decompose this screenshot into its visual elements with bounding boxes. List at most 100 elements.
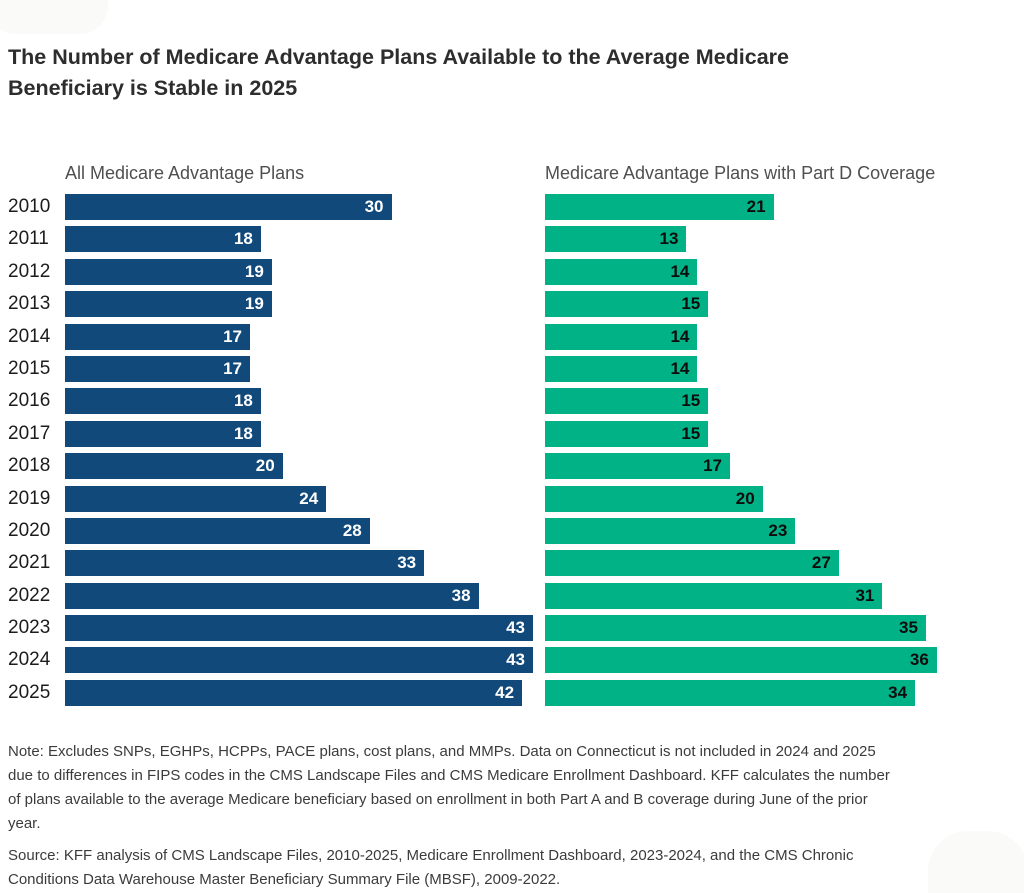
chart-row: 2023 43 35 [8, 615, 1024, 642]
corner-watermark-top-left [0, 0, 108, 34]
bar-value-label: 43 [506, 650, 525, 670]
bar-track-partd: 14 [545, 258, 1013, 285]
bar-track-all-plans: 30 [65, 194, 533, 220]
year-label: 2019 [8, 487, 51, 509]
bar-value-label: 15 [681, 423, 701, 443]
bar-value-label: 14 [670, 261, 690, 281]
bar-partd-coverage: 15 [545, 291, 709, 318]
bar-track-partd: 13 [545, 226, 1013, 253]
bar-all-plans: 43 [65, 615, 533, 642]
chart-row: 2017 18 15 [8, 420, 1024, 447]
bar-track-partd: 34 [545, 679, 1013, 706]
bar-value-label: 19 [244, 261, 264, 281]
bar-value-label: 20 [735, 488, 755, 508]
bar-value-label: 23 [768, 520, 788, 540]
bar-partd-coverage: 27 [545, 550, 839, 577]
chart-row: 2021 33 27 [8, 550, 1024, 577]
bar-value-label: 27 [811, 553, 831, 573]
year-label: 2018 [8, 455, 51, 477]
bar-value-label: 18 [233, 229, 253, 249]
bar-track-all-plans: 20 [65, 453, 533, 480]
bar-all-plans: 17 [65, 355, 250, 382]
bar-track-partd: 27 [545, 550, 1013, 577]
bar-all-plans: 33 [65, 550, 425, 577]
bar-all-plans: 20 [65, 453, 283, 480]
bar-track-all-plans: 33 [65, 550, 533, 577]
right-panel-header: Medicare Advantage Plans with Part D Cov… [545, 163, 936, 183]
year-label: 2021 [8, 552, 51, 574]
bar-value-label: 30 [364, 197, 384, 216]
bar-all-plans: 18 [65, 388, 261, 415]
bar-track-all-plans: 19 [65, 258, 533, 285]
chart-row: 2022 38 31 [8, 582, 1024, 609]
bar-all-plans: 18 [65, 226, 261, 253]
bar-track-all-plans: 18 [65, 388, 533, 415]
year-label: 2023 [8, 617, 51, 639]
bar-track-partd: 15 [545, 388, 1013, 415]
bar-all-plans: 43 [65, 647, 533, 674]
bar-value-label: 42 [495, 682, 515, 702]
chart-row: 2013 19 15 [8, 291, 1024, 318]
bar-value-label: 14 [670, 358, 690, 378]
bar-all-plans: 28 [65, 517, 370, 544]
bar-track-all-plans: 18 [65, 420, 533, 447]
source-text: Source: KFF analysis of CMS Landscape Fi… [8, 846, 854, 888]
bar-value-label: 36 [909, 650, 929, 670]
bar-track-partd: 15 [545, 420, 1013, 447]
bar-partd-coverage: 23 [545, 517, 796, 544]
bar-all-plans: 30 [65, 194, 392, 220]
year-label: 2012 [8, 260, 51, 282]
chart-row: 2024 43 36 [8, 647, 1024, 674]
chart-title: The Number of Medicare Advantage Plans A… [8, 45, 790, 100]
bar-value-label: 17 [703, 456, 722, 476]
panel-headers: All Medicare Advantage Plans Medicare Ad… [8, 162, 1024, 184]
year-label: 2022 [8, 584, 51, 606]
year-label: 2015 [8, 357, 51, 379]
year-label: 2020 [8, 519, 51, 541]
chart-row: 2025 42 34 [8, 679, 1024, 706]
bar-track-partd: 15 [545, 291, 1013, 318]
bar-value-label: 15 [681, 391, 701, 411]
chart-row: 2010 30 21 [8, 194, 1024, 220]
bar-value-label: 15 [681, 294, 701, 314]
bar-partd-coverage: 20 [545, 485, 763, 512]
bar-partd-coverage: 14 [545, 258, 698, 285]
bar-track-all-plans: 38 [65, 582, 533, 609]
chart-row: 2015 17 14 [8, 355, 1024, 382]
year-label: 2017 [8, 422, 51, 444]
bar-track-partd: 23 [545, 517, 1013, 544]
bar-all-plans: 38 [65, 582, 479, 609]
bar-value-label: 34 [888, 682, 908, 702]
bar-value-label: 17 [223, 326, 242, 346]
corner-watermark-bottom-right [928, 831, 1024, 893]
year-label: 2014 [8, 325, 51, 347]
left-panel-header: All Medicare Advantage Plans [65, 163, 305, 183]
bar-all-plans: 24 [65, 485, 327, 512]
bar-partd-coverage: 14 [545, 355, 698, 382]
chart-row: 2019 24 20 [8, 485, 1024, 512]
bar-track-all-plans: 17 [65, 323, 533, 350]
year-label: 2024 [8, 649, 51, 671]
bar-partd-coverage: 31 [545, 582, 883, 609]
bar-value-label: 20 [255, 456, 275, 476]
bar-track-partd: 35 [545, 615, 1013, 642]
bar-partd-coverage: 35 [545, 615, 926, 642]
bar-partd-coverage: 21 [545, 194, 774, 220]
bar-track-partd: 20 [545, 485, 1013, 512]
bar-value-label: 35 [899, 618, 918, 638]
bar-track-all-plans: 43 [65, 615, 533, 642]
bar-value-label: 21 [746, 197, 766, 216]
bar-partd-coverage: 15 [545, 420, 709, 447]
chart-row: 2016 18 15 [8, 388, 1024, 415]
bar-value-label: 43 [506, 618, 525, 638]
bar-partd-coverage: 36 [545, 647, 937, 674]
bar-value-label: 17 [223, 358, 242, 378]
chart-row: 2018 20 17 [8, 453, 1024, 480]
year-label: 2010 [8, 196, 51, 217]
bar-value-label: 31 [855, 585, 875, 605]
bar-track-all-plans: 18 [65, 226, 533, 253]
year-label: 2013 [8, 293, 51, 315]
chart-row: 2014 17 14 [8, 323, 1024, 350]
bar-value-label: 24 [299, 488, 319, 508]
